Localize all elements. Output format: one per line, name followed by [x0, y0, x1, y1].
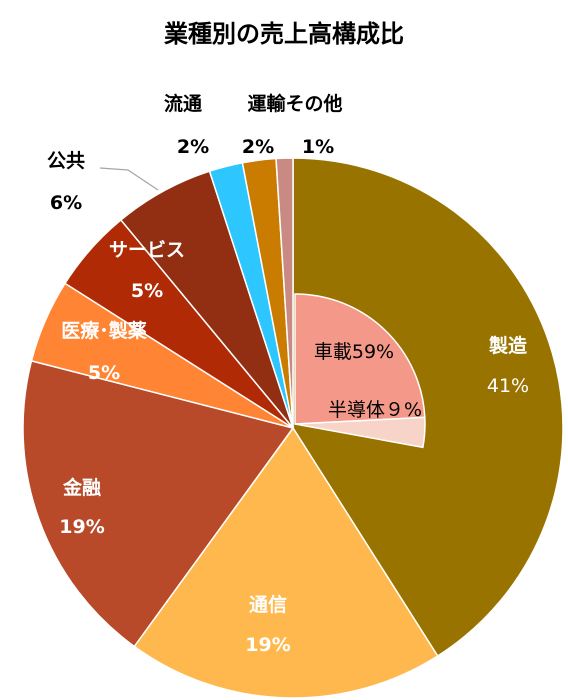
label-value-2: 19% [59, 516, 104, 538]
label-value-0: 41% [487, 375, 529, 397]
label-value-7: 2% [242, 136, 274, 158]
label-name-4: サービス [109, 239, 185, 261]
label-value-3: 5% [88, 362, 120, 384]
label-value-4: 5% [131, 280, 163, 302]
sub-slice-1 [294, 416, 426, 449]
sub-label-0: 車載59% [314, 341, 394, 363]
pie-slice-2 [22, 359, 295, 648]
pie-slice-8 [275, 157, 294, 429]
label-group-unyu-sonota: 運輸その他 [247, 92, 342, 115]
sub-slice-0 [294, 293, 426, 425]
label-value-5: 6% [50, 192, 82, 214]
pie-slice-0 [292, 157, 564, 658]
leader-line-kokyo [99, 167, 159, 191]
label-name-2: 金融 [62, 476, 101, 499]
label-value-6: 2% [177, 136, 209, 158]
chart-title: 業種別の売上高構成比 [164, 20, 404, 48]
label-name-6: 流通 [164, 92, 203, 115]
sub-label-1: 半導体９% [328, 399, 422, 421]
label-value-1: 19% [245, 634, 290, 656]
label-name-5: 公共 [47, 150, 85, 172]
label-value-8: 1% [302, 136, 334, 158]
label-name-1: 通信 [249, 593, 287, 616]
label-name-0: 製造 [488, 334, 528, 357]
label-name-3: 医療･製薬 [61, 319, 147, 342]
pie-slice-1 [133, 426, 439, 699]
